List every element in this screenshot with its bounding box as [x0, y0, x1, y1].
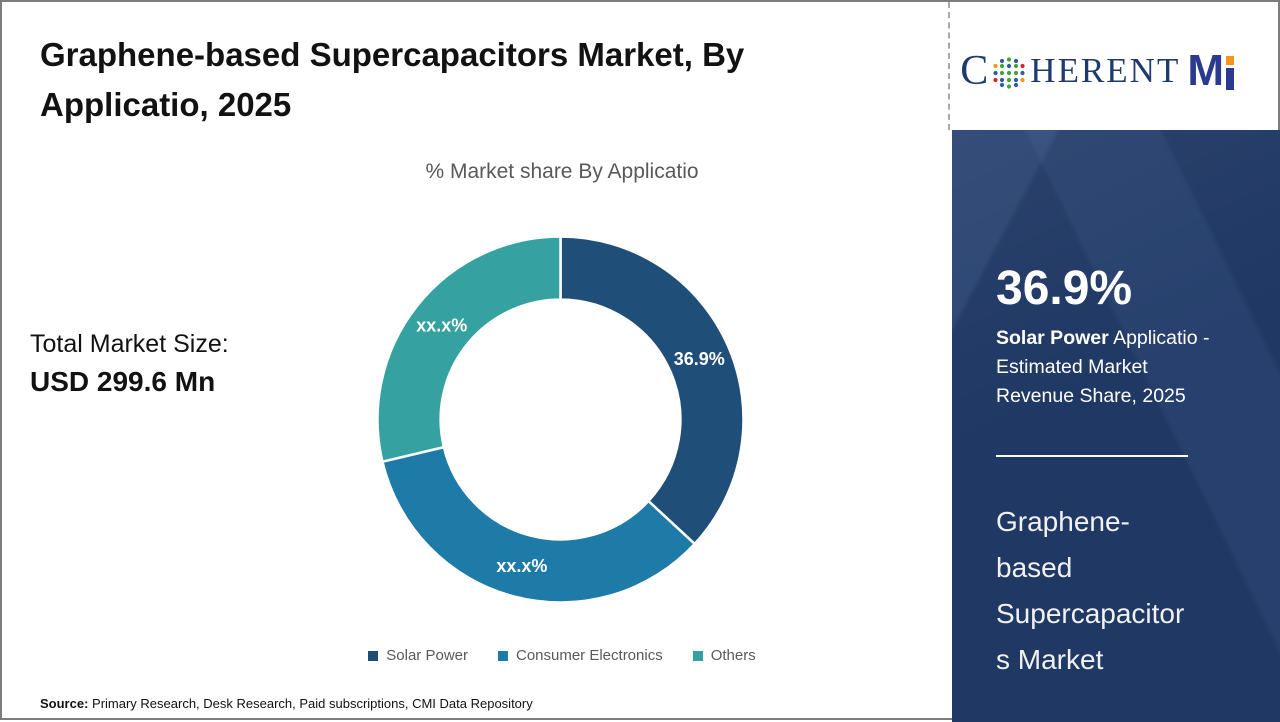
donut-slice-label: 36.9%: [674, 349, 725, 369]
source-text: Primary Research, Desk Research, Paid su…: [92, 696, 533, 711]
legend-item-solar-power: Solar Power: [368, 647, 468, 664]
total-market-size-label: Total Market Size:: [30, 330, 229, 358]
total-market-size: Total Market Size: USD 299.6 Mn: [30, 326, 229, 402]
legend-item-consumer-electronics: Consumer Electronics: [497, 647, 663, 664]
sidebar-stat-value: 36.9%: [996, 262, 1133, 315]
total-market-size-value: USD 299.6 Mn: [30, 366, 216, 397]
donut-segment-others: [376, 235, 562, 463]
coherentmi-logo: C HERENT M: [960, 46, 1234, 95]
logo-letter-c: C: [960, 48, 989, 94]
donut-segment-solar-power: [559, 235, 745, 546]
chart-legend: Solar Power Consumer Electronics Others: [302, 647, 822, 664]
donut-slice-label: xx.x%: [496, 556, 547, 576]
legend-swatch: [497, 650, 508, 661]
source-label: Source:: [40, 696, 89, 711]
page-title: Graphene-based Supercapacitors Market, B…: [40, 36, 745, 123]
donut-segment-consumer-electronics: [381, 445, 696, 604]
logo-letter-m: M: [1187, 46, 1224, 95]
logo-letters-herent: HERENT: [1030, 51, 1181, 90]
legend-label: Solar Power: [386, 647, 468, 664]
dashed-divider-line: [948, 2, 950, 130]
donut-chart: 36.9% xx.x% xx.x%: [376, 235, 745, 604]
legend-item-others: Others: [692, 647, 756, 664]
sidebar-stat-highlight: Solar Power: [996, 327, 1109, 349]
donut-slice-label: xx.x%: [416, 316, 467, 336]
sidebar-divider-line: [996, 455, 1188, 457]
globe-dots-icon: [993, 57, 1025, 89]
legend-swatch: [368, 650, 379, 661]
logo-i-bar-icon: [1226, 56, 1234, 90]
chart-title: % Market share By Applicatio: [425, 160, 699, 183]
sidebar: 36.9% Solar Power Applicatio - Estimated…: [952, 130, 1280, 722]
legend-label: Others: [710, 647, 756, 664]
sidebar-report-name: Graphene- based Supercapacitor s Market: [996, 506, 1185, 675]
sidebar-stat-description: Solar Power Applicatio - Estimated Marke…: [996, 324, 1246, 411]
legend-label: Consumer Electronics: [515, 647, 663, 664]
source-line: Source: Primary Research, Desk Research,…: [40, 696, 533, 711]
sidebar-stat-description-rest: Applicatio - Estimated Market Revenue Sh…: [996, 327, 1210, 407]
legend-swatch: [692, 650, 703, 661]
